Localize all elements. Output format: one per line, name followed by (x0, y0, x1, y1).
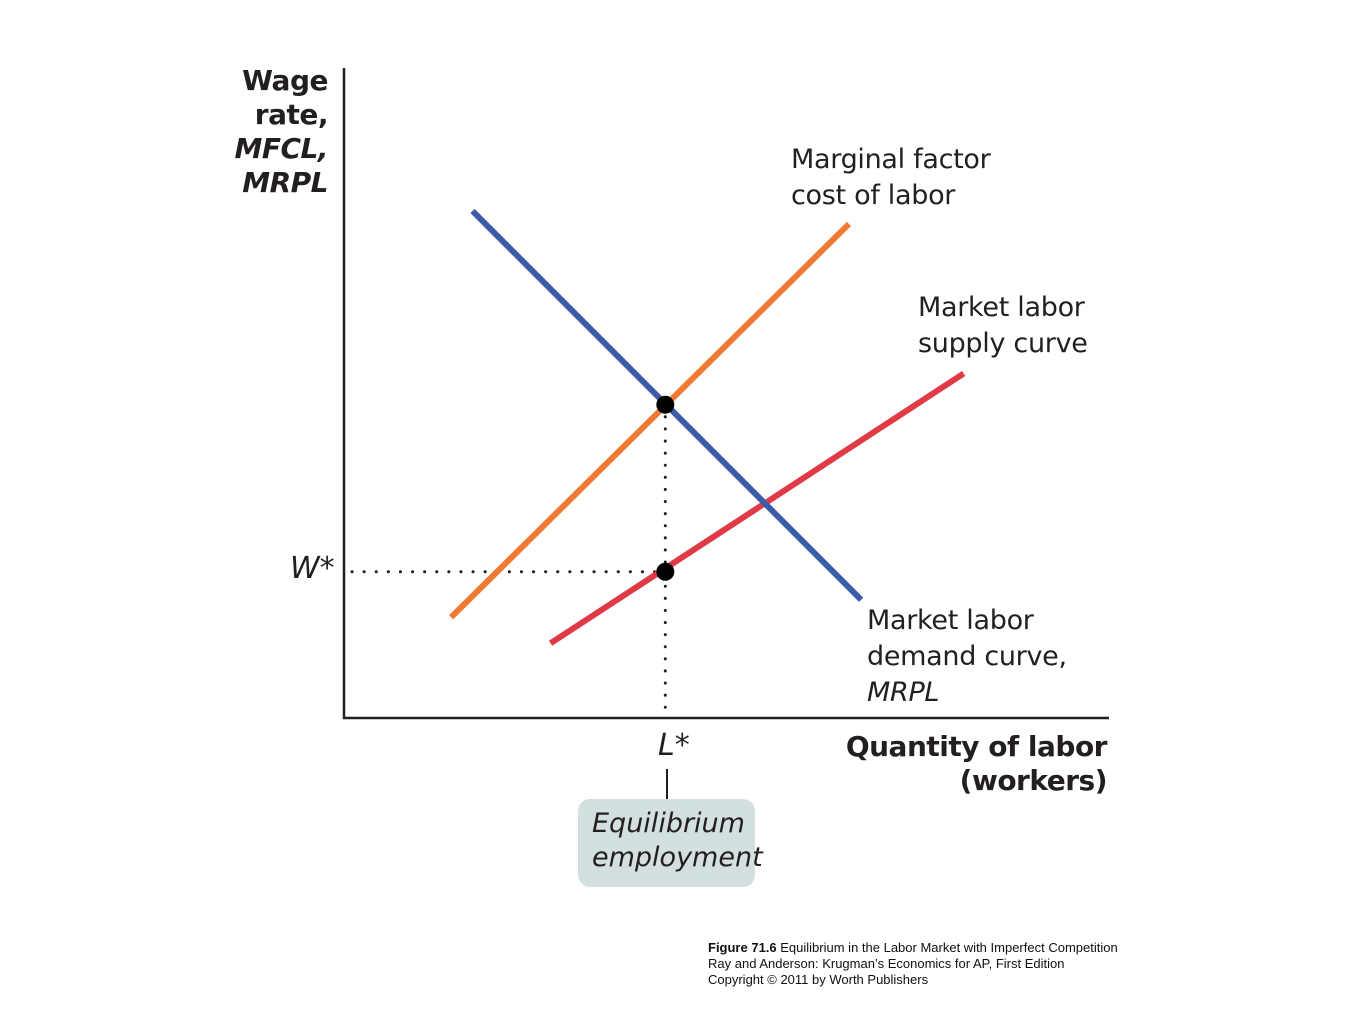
mfcl-label-line: Marginal factor (791, 144, 991, 175)
mfcl-curve-label: Marginal factor cost of labor (791, 142, 991, 214)
caption-line-3: Copyright © 2011 by Worth Publishers (708, 972, 929, 987)
y-axis-label-line: rate, (254, 98, 329, 131)
wage-supply-point (656, 562, 675, 581)
figure-title: Equilibrium in the Labor Market with Imp… (780, 940, 1118, 955)
mfcl-line (448, 221, 852, 620)
figure-caption: Figure 71.6 Equilibrium in the Labor Mar… (708, 940, 1118, 988)
figure-number: Figure 71.6 (708, 940, 777, 955)
demand-label-line: Market labor (867, 605, 1034, 636)
supply-label-line: Market labor (918, 292, 1085, 323)
x-tick-label-lstar: L* (658, 728, 690, 763)
y-axis-label-line: MRPL (242, 166, 328, 199)
series-lines (448, 208, 966, 646)
mfcl-label-line: cost of labor (791, 180, 956, 211)
caption-line-2: Ray and Anderson: Krugman’s Economics fo… (708, 956, 1065, 971)
demand-label-line: demand curve, (867, 641, 1067, 672)
guide-lines (350, 403, 667, 720)
demand-curve-label: Market labor demand curve, MRPL (867, 603, 1067, 711)
y-axis-label-line: MFCL, (234, 132, 328, 165)
demand-label-line: MRPL (867, 677, 940, 708)
x-axis-label-line: Quantity of labor (845, 730, 1108, 763)
mfcl-demand-intersection-point (656, 395, 675, 414)
x-axis-label: Quantity of labor (workers) (845, 730, 1108, 798)
y-axis-label-line: Wage (242, 64, 328, 97)
equilibrium-points (656, 395, 675, 581)
supply-curve-label: Market labor supply curve (918, 290, 1088, 362)
annotation-line: employment (592, 842, 763, 873)
supply-line (548, 370, 966, 646)
caption-line-1: Figure 71.6 Equilibrium in the Labor Mar… (708, 940, 1118, 956)
x-axis-label-line: (workers) (959, 764, 1108, 797)
axes (342, 68, 1109, 720)
annotation-line: Equilibrium (592, 808, 745, 839)
supply-label-line: supply curve (918, 328, 1088, 359)
equilibrium-employment-annotation: Equilibrium employment (578, 799, 763, 887)
y-axis-label: Wage rate, MFCL, MRPL (228, 64, 328, 200)
y-tick-label-wstar: W* (290, 551, 335, 586)
